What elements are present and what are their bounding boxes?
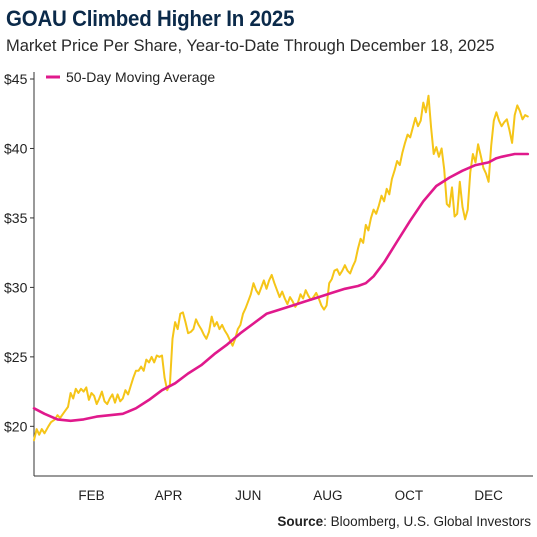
chart-subtitle: Market Price Per Share, Year-to-Date Thr… — [6, 37, 495, 55]
moving-average-series-line — [32, 152, 530, 423]
y-tick-label: $40 — [4, 140, 28, 156]
y-axis-ticks: $20 $25 $30 $35 $40 $45 — [4, 71, 34, 434]
y-tick-label: $35 — [4, 210, 28, 226]
chart-legend: 50-Day Moving Average — [46, 69, 215, 85]
y-tick-label: $45 — [4, 71, 28, 87]
legend-label-moving-average: 50-Day Moving Average — [66, 69, 215, 85]
source-text: : Bloomberg, U.S. Global Investors — [323, 514, 531, 529]
x-axis-ticks: FEB APR JUN AUG OCT DEC — [78, 488, 503, 503]
chart-series — [32, 94, 530, 442]
source-label: Source — [277, 514, 324, 529]
price-series-line — [33, 94, 529, 442]
y-tick-label: $25 — [4, 349, 28, 365]
x-tick-label: DEC — [474, 488, 503, 503]
y-tick-label: $30 — [4, 279, 28, 295]
x-tick-label: OCT — [395, 488, 424, 503]
x-tick-label: AUG — [313, 488, 342, 503]
y-tick-label: $20 — [4, 418, 28, 434]
x-tick-label: APR — [155, 488, 183, 503]
chart-title: GOAU Climbed Higher In 2025 — [6, 6, 295, 31]
x-tick-label: FEB — [78, 488, 104, 503]
x-tick-label: JUN — [235, 488, 261, 503]
source-note: Source: Bloomberg, U.S. Global Investors — [277, 514, 531, 529]
